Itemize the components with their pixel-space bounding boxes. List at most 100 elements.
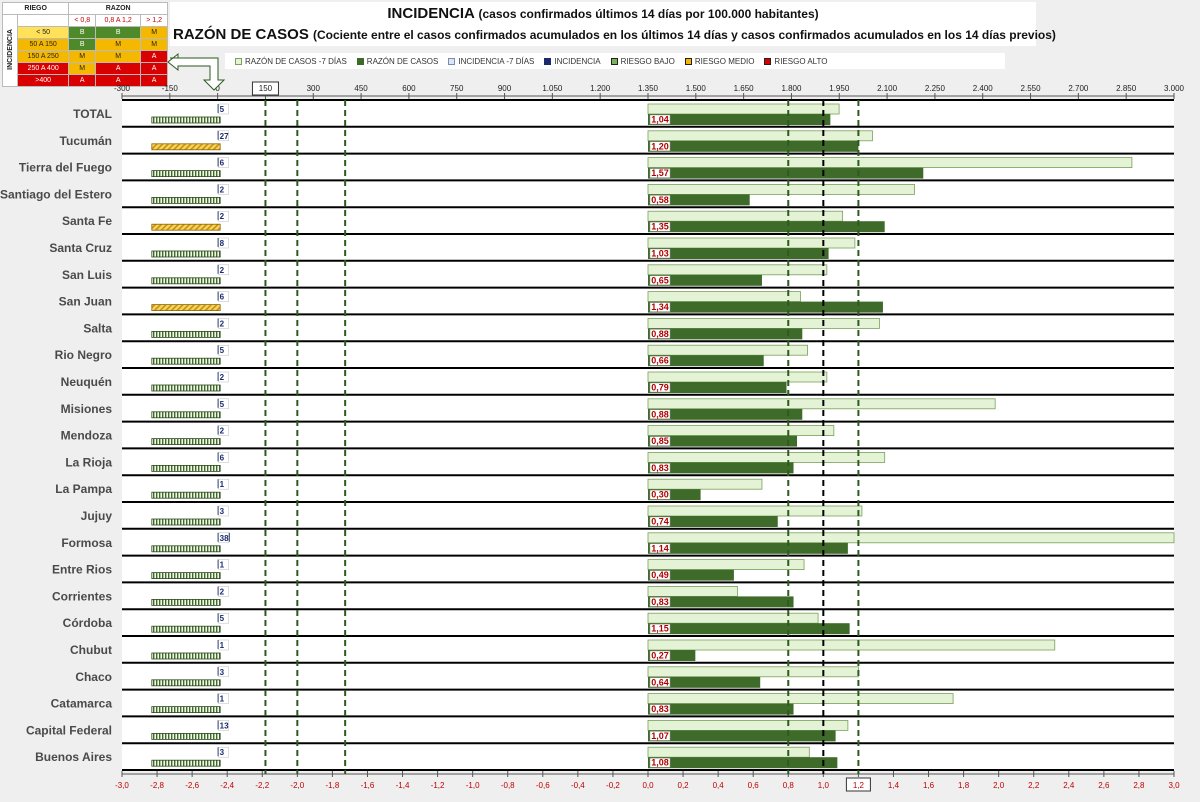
bottom-axis-tick-label: 2,2 xyxy=(1028,781,1040,790)
bottom-axis-tick-label: 1,4 xyxy=(888,781,900,790)
legend-label: RIESGO ALTO xyxy=(774,56,828,66)
bottom-axis-tick-label: -0,8 xyxy=(501,781,515,790)
bottom-axis-tick-label: -2,6 xyxy=(185,781,199,790)
razon-7dias-bar xyxy=(647,532,1175,544)
risk-cell: B xyxy=(68,26,97,39)
incidencia-value-label: 1 xyxy=(220,480,225,489)
risk-cell: M xyxy=(68,62,97,75)
province-label: Entre Rios xyxy=(52,563,112,577)
razon-7dias-bar xyxy=(647,612,819,624)
top-axis-tick-label: 1.500 xyxy=(686,84,707,93)
incidencia-value-label: 5 xyxy=(220,400,225,409)
razon-bar xyxy=(648,274,762,286)
bottom-axis-tick-label: 0,8 xyxy=(783,781,795,790)
risk-indicator xyxy=(151,572,221,579)
incidencia-value-label: 1 xyxy=(220,695,225,704)
incidencia-bar xyxy=(217,693,219,703)
razon-range-2: 0,8 A 1,2 xyxy=(95,14,142,27)
razon-7dias-bar xyxy=(647,398,996,410)
bottom-axis-tick-label: -2,0 xyxy=(290,781,304,790)
risk-cell: M xyxy=(95,50,142,63)
razon-bar xyxy=(648,462,794,474)
risk-indicator xyxy=(151,277,221,285)
title-razon-main: RAZÓN DE CASOS xyxy=(173,26,309,43)
top-axis-tick-label: 2.100 xyxy=(877,84,898,93)
incidencia-value-label: 5 xyxy=(220,614,225,623)
incidencia-label-box xyxy=(218,184,229,195)
incidencia-value-label: 2 xyxy=(220,212,225,221)
bottom-axis-tick-label: 3,0 xyxy=(1168,781,1180,790)
razon-label-box xyxy=(649,704,671,714)
incidencia-range-5: >400 xyxy=(16,74,70,87)
razon-label-box xyxy=(649,489,671,500)
razon-value-label: 0,74 xyxy=(651,517,669,527)
top-axis-tick-label: 750 xyxy=(450,84,464,93)
top-axis-tick-label: 1.050 xyxy=(542,84,563,93)
incidencia-value-label: 3 xyxy=(220,668,225,677)
razon-7dias-bar xyxy=(647,639,1056,651)
razon-value-label: 1,34 xyxy=(651,302,669,312)
title-incidencia-main: INCIDENCIA xyxy=(387,5,475,22)
razon-label-box xyxy=(649,195,671,205)
risk-indicator xyxy=(151,625,221,633)
risk-cell: A xyxy=(140,62,168,75)
razon-7dias-bar xyxy=(647,666,859,678)
risk-indicator xyxy=(151,143,221,151)
incidencia-bar xyxy=(217,640,219,649)
incidencia-bar xyxy=(217,747,219,757)
razon-label-box xyxy=(649,141,671,152)
incidencia-label-box xyxy=(218,157,229,168)
razon-label-box xyxy=(649,436,671,446)
incidencia-bar xyxy=(217,372,219,381)
incidencia-bar xyxy=(217,345,220,355)
incidencia-bar xyxy=(217,425,219,435)
incidencia-bar xyxy=(217,130,227,140)
bottom-axis-tick-label: -3,0 xyxy=(115,781,129,790)
incidencia-value-label: 2 xyxy=(220,319,225,328)
incidencia-range-2: 50 A 150 xyxy=(16,38,70,51)
legend-label: INCIDENCIA xyxy=(554,56,601,66)
province-label: Corrientes xyxy=(52,589,112,603)
razon-value-label: 1,20 xyxy=(651,141,669,151)
risk-cell: A xyxy=(68,74,97,87)
razon-value-label: 1,07 xyxy=(651,731,669,741)
incidencia-range-4: 250 A 400 xyxy=(16,62,70,75)
incidencia-label-box xyxy=(218,264,229,276)
bottom-axis-tick-label: -1,0 xyxy=(466,781,480,790)
top-axis-tick-label: 1.200 xyxy=(590,84,611,93)
risk-cell: M xyxy=(95,38,142,51)
risk-indicator xyxy=(151,518,221,526)
incidencia-bar xyxy=(217,211,219,221)
razon-value-label: 0,27 xyxy=(651,651,669,661)
incidencia-label-box xyxy=(218,318,229,329)
razon-7dias-bar xyxy=(647,451,886,463)
razon-label-box xyxy=(649,355,671,366)
top-axis-tick-label: 450 xyxy=(354,84,368,93)
incidencia-label-box xyxy=(218,237,229,249)
risk-cell: A xyxy=(140,50,168,63)
province-label: Chaco xyxy=(75,670,112,684)
risk-cell: M xyxy=(140,26,168,39)
razon-bar xyxy=(648,757,838,769)
incidencia-value-label: 2 xyxy=(220,266,225,275)
pointer-arrow-icon xyxy=(167,52,226,91)
bottom-axis-tick-label: 0,0 xyxy=(642,781,654,790)
razon-label-box xyxy=(649,623,671,634)
razon-bar xyxy=(648,114,831,125)
razon-bar xyxy=(648,248,829,259)
razon-7dias-bar xyxy=(647,559,805,570)
razon-label-box xyxy=(649,275,671,286)
legend-label: RAZÓN DE CASOS -7 DÍAS xyxy=(245,56,347,66)
incidencia-label-box xyxy=(218,452,229,463)
razon-value-label: 0,83 xyxy=(651,463,669,473)
province-label: Rio Negro xyxy=(55,348,112,362)
incidencia-value-label: 3 xyxy=(220,507,225,516)
incidencia-bar xyxy=(217,184,219,194)
incidencia-bar xyxy=(217,559,219,569)
incidencia-label-box xyxy=(218,612,229,624)
legend-swatch xyxy=(235,57,242,65)
incidencia-bar xyxy=(217,398,220,408)
razon-bar xyxy=(648,650,696,661)
incidencia-label-box xyxy=(218,586,229,597)
incidencia-bar xyxy=(217,452,220,462)
